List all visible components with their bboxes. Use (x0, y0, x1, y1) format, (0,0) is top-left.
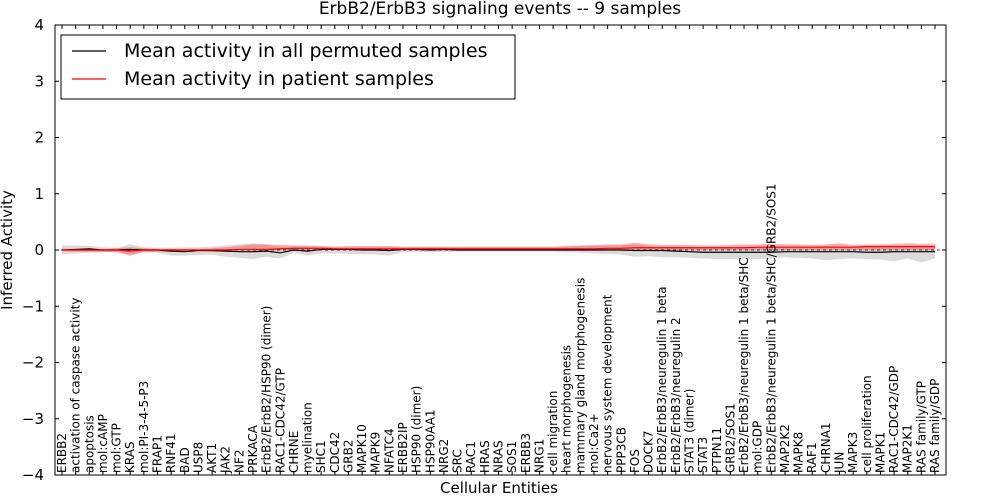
x-tick-label: ErbB2/ErbB2/HSP90 (dimer) (260, 306, 274, 473)
x-tick-label: heart morphogenesis (560, 345, 574, 473)
legend-label-permuted: Mean activity in all permuted samples (124, 40, 487, 62)
x-tick-label: CHRNA1 (819, 422, 833, 473)
x-tick-label: FRAP1 (150, 435, 164, 473)
x-tick-label: STAT3 (dimer) (682, 389, 696, 473)
x-tick-label: MAPK3 (846, 432, 860, 473)
x-tick-label: HSP90AA1 (423, 409, 437, 473)
x-tick-label: mol:PI-3-4-5-P3 (137, 381, 151, 473)
x-tick-label: USP8 (191, 442, 205, 473)
x-tick-label: RAC1-CDC42/GTP (273, 368, 287, 473)
x-tick-label: mol:GTP (110, 423, 124, 473)
x-tick-label: RAS family/GDP (928, 379, 942, 473)
y-tick-label: 0 (34, 241, 44, 259)
y-tick-label: 4 (34, 16, 44, 34)
x-tick-label: ErbB2/ErbB3/neuregulin 1 beta/SHC (737, 257, 751, 473)
x-tick-label: RAC1 (464, 441, 478, 473)
chart-title: ErbB2/ErbB3 signaling events -- 9 sample… (319, 0, 681, 19)
x-tick-label: GRB2/SOS1 (723, 403, 737, 473)
x-tick-label: PTPN11 (710, 427, 724, 473)
y-tick-label: 3 (34, 72, 44, 90)
y-tick-label: −1 (22, 297, 44, 315)
x-tick-label: myelination (301, 402, 315, 473)
x-axis-label: Cellular Entities (440, 479, 558, 497)
x-tick-label: RNF41 (164, 434, 178, 474)
x-tick-label: MAPK9 (369, 432, 383, 473)
x-tick-label: apoptosis (82, 415, 96, 473)
x-tick-label: SOS1 (505, 441, 519, 473)
x-tick-label: CHRNE (287, 431, 301, 473)
y-axis-label: Inferred Activity (0, 190, 16, 310)
x-axis: ERBB2 activation of caspase activity apopt… (55, 25, 942, 475)
y-tick-label: −3 (22, 410, 44, 428)
x-tick-label: AKT1 (205, 443, 219, 473)
x-tick-label: STAT3 (696, 437, 710, 473)
x-tick-label: ErbB2/ErbB3/neuregulin 1 beta (655, 286, 669, 473)
x-tick-label: mol:Ca2+ (587, 413, 601, 473)
confidence-bands (62, 242, 935, 263)
x-tick-label: CDC42 (328, 432, 342, 473)
series-lines (55, 246, 946, 254)
x-tick-label: cell migration (546, 391, 560, 473)
x-tick-label: SRC (451, 449, 465, 473)
x-tick-label: JUN (833, 452, 847, 474)
x-tick-label: nervous system development (601, 294, 615, 473)
x-tick-label: cell proliferation (860, 375, 874, 473)
x-tick-label: MAPK1 (873, 432, 887, 473)
x-tick-label: ErbB2/ErbB3/neuregulin 1 beta/SHC/GRB2/S… (764, 183, 778, 473)
y-tick-label: 1 (34, 185, 44, 203)
x-tick-label: JAK2 (219, 446, 233, 474)
x-tick-label: GRB2 (341, 439, 355, 473)
x-tick-label: RAF1 (805, 442, 819, 473)
x-tick-label: NF2 (232, 449, 246, 473)
x-tick-label: ERBB3 (519, 433, 533, 473)
x-tick-label: HSP90 (dimer) (410, 386, 424, 473)
x-tick-label: MAPK10 (355, 424, 369, 473)
y-tick-label: 2 (34, 129, 44, 147)
legend-box (60, 34, 516, 100)
x-tick-label: PPP3CB (614, 427, 628, 473)
x-tick-label: mammary gland morphogenesis (573, 278, 587, 473)
x-tick-label: NFATC4 (382, 428, 396, 473)
legend-label-patient: Mean activity in patient samples (124, 68, 434, 90)
x-tick-label: ErbB2/ErbB3/neuregulin 2 (669, 317, 683, 473)
x-tick-label: ERBB2 (55, 433, 69, 473)
x-tick-label: activation of caspase activity (69, 298, 83, 473)
x-tick-label: FOS (628, 449, 642, 473)
x-tick-label: ERBB2IP (396, 422, 410, 473)
x-tick-label: RAS family/GTP (914, 381, 928, 473)
x-tick-label: PRKACA (246, 424, 260, 473)
x-tick-label: NRAS (492, 440, 506, 473)
x-tick-label: MAP2K1 (901, 424, 915, 473)
x-tick-label: NRG1 (532, 439, 546, 473)
y-axis: −4 −3 −2 −1 0 1 2 3 4 (22, 16, 946, 484)
x-tick-label: mol:GDP (751, 421, 765, 473)
x-tick-label: BAD (178, 447, 192, 473)
x-tick-label: MAP2K2 (778, 424, 792, 473)
x-tick-label: KRAS (123, 441, 137, 473)
y-tick-label: −2 (22, 354, 44, 372)
x-tick-label: RAC1-CDC42/GDP (887, 366, 901, 473)
legend: Mean activity in all permuted samples Me… (60, 34, 516, 100)
x-tick-label: HRAS (478, 440, 492, 473)
x-tick-label: SHC1 (314, 440, 328, 473)
x-tick-label: mol:cAMP (96, 414, 110, 473)
x-tick-label: NRG2 (437, 439, 451, 473)
y-tick-label: −4 (22, 466, 44, 484)
x-tick-label: DOCK7 (642, 430, 656, 473)
x-tick-label: MAPK8 (792, 432, 806, 473)
series-line-patient (62, 246, 935, 252)
